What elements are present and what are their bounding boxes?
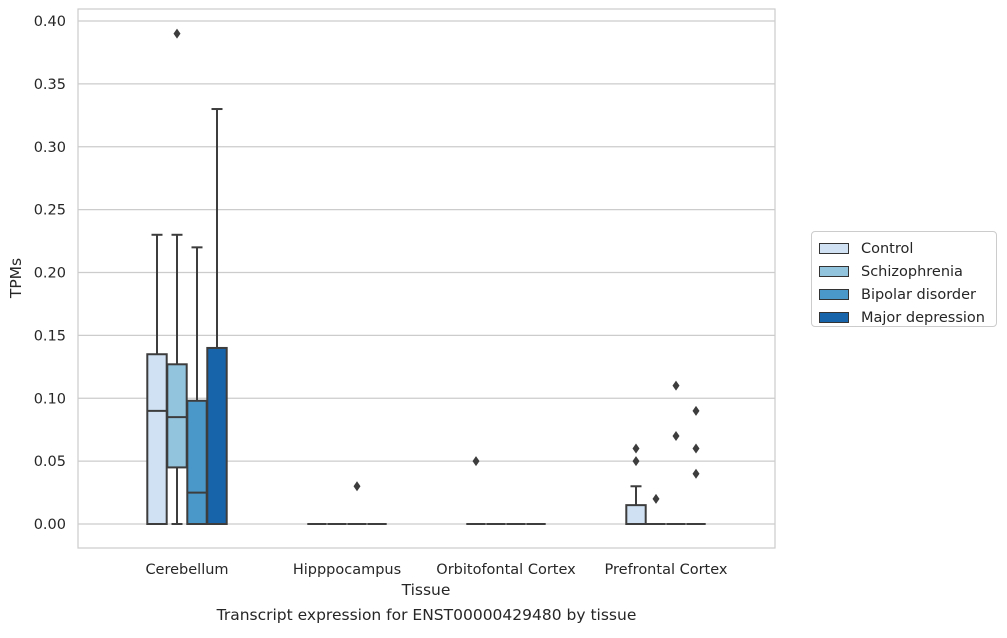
legend-swatch-control <box>819 243 849 254</box>
legend: Control Schizophrenia Bipolar disorder M… <box>811 231 997 327</box>
legend-item-bipolar-disorder: Bipolar disorder <box>819 283 996 306</box>
box-0-3 <box>206 108 228 526</box>
box-0-0 <box>146 233 168 525</box>
y-axis-label: TPMs <box>7 258 25 299</box>
outlier-point <box>672 430 680 441</box>
y-tick-label: 0.05 <box>34 454 66 470</box>
outlier-point <box>632 443 640 454</box>
legend-label-schizophrenia: Schizophrenia <box>861 263 963 280</box>
y-tick-label: 0.15 <box>34 328 66 344</box>
y-tick-label: 0.40 <box>34 14 66 30</box>
outlier-point <box>353 481 361 492</box>
outlier-point <box>672 380 680 391</box>
box-iqr <box>166 363 188 469</box>
y-tick-label: 0.10 <box>34 391 66 407</box>
x-tick-label: Orbitofontal Cortex <box>436 562 576 578</box>
outlier-point <box>472 456 480 467</box>
box-iqr <box>146 353 168 525</box>
boxes <box>146 108 706 526</box>
legend-label-bipolar-disorder: Bipolar disorder <box>861 286 976 303</box>
box-iqr <box>625 504 647 526</box>
legend-item-schizophrenia: Schizophrenia <box>819 260 996 283</box>
outliers <box>173 28 700 504</box>
x-axis-label: Tissue <box>401 581 451 599</box>
y-tick-label: 0.25 <box>34 203 66 219</box>
outlier-point <box>692 443 700 454</box>
legend-item-control: Control <box>819 237 996 260</box>
y-tick-label: 0.00 <box>34 517 66 533</box>
figure-caption: Transcript expression for ENST0000042948… <box>216 606 637 624</box>
outlier-point <box>692 468 700 479</box>
legend-swatch-major-depression <box>819 312 849 323</box>
outlier-point <box>173 28 181 39</box>
outlier-point <box>652 493 660 504</box>
x-tick-label: Cerebellum <box>145 562 228 578</box>
y-tick-label: 0.35 <box>34 77 66 93</box>
plot-frame <box>77 8 776 549</box>
x-tick-label: Hipppocampus <box>293 562 401 578</box>
legend-swatch-schizophrenia <box>819 266 849 277</box>
box-iqr <box>186 399 208 526</box>
legend-item-major-depression: Major depression <box>819 306 996 329</box>
legend-swatch-bipolar-disorder <box>819 289 849 300</box>
y-tick-label: 0.30 <box>34 140 66 156</box>
x-tick-labels: Cerebellum Hipppocampus Orbitofontal Corte… <box>145 562 727 578</box>
outlier-point <box>692 405 700 416</box>
y-tick-label: 0.20 <box>34 266 66 282</box>
y-tick-labels: 0.00 0.05 0.10 0.15 0.20 0.25 0.30 0.35 0.40 <box>34 14 66 533</box>
box-iqr <box>206 346 228 526</box>
x-tick-label: Prefrontal Cortex <box>605 562 728 578</box>
legend-label-control: Control <box>861 240 914 257</box>
box-3-0 <box>625 485 647 526</box>
outlier-point <box>632 456 640 467</box>
box-0-2 <box>186 246 208 526</box>
box-0-1 <box>166 233 188 525</box>
legend-label-major-depression: Major depression <box>861 309 985 326</box>
